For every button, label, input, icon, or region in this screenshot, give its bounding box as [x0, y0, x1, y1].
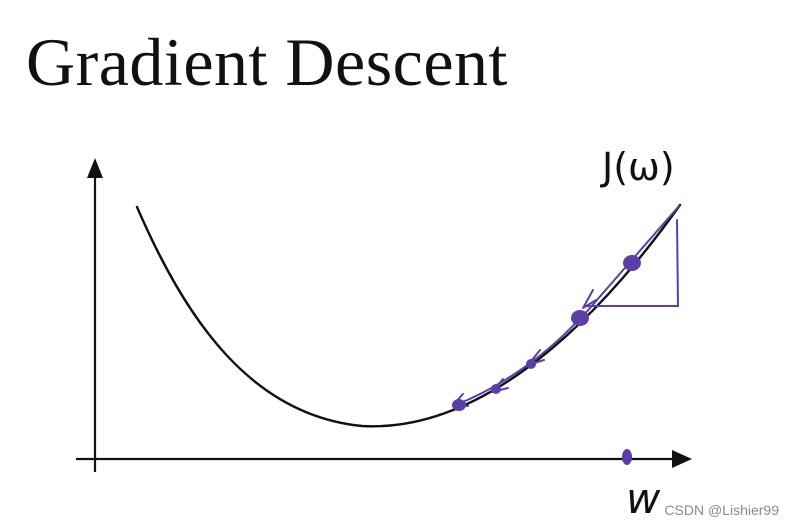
cost-curve [135, 203, 682, 428]
slide-title: Gradient Descent [26, 24, 508, 100]
axes [76, 158, 692, 472]
watermark: CSDN @Lishier99 [664, 502, 779, 518]
step-arrow [582, 289, 597, 309]
y-axis-arrowhead [87, 158, 103, 178]
step-point [452, 399, 466, 411]
step-point [526, 359, 536, 369]
y-axis-label: J(ω) [600, 145, 675, 189]
gradient-annotation [452, 205, 680, 407]
descent-path [457, 315, 583, 405]
iterate-points [452, 255, 641, 465]
x-axis-label: w [626, 474, 661, 523]
slope-triangle [585, 219, 679, 307]
x-axis-arrowhead [672, 450, 692, 468]
start-point [623, 255, 641, 271]
w-axis-marker [622, 449, 632, 465]
step-point [491, 384, 501, 394]
step-point [571, 310, 589, 326]
